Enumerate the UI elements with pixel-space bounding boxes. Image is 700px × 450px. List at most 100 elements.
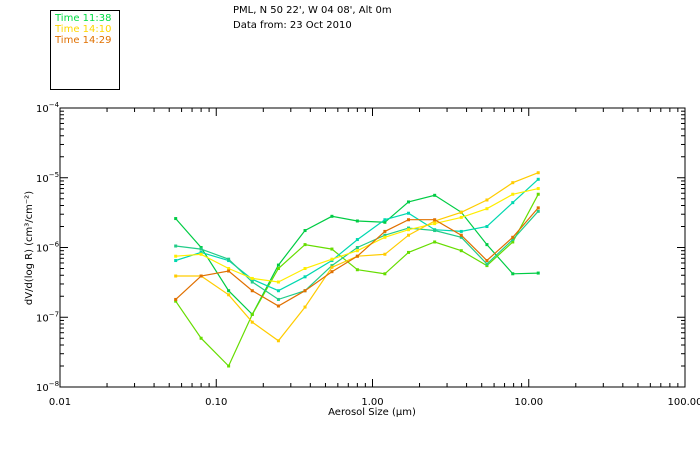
data-point [485, 243, 489, 247]
data-point [485, 207, 489, 211]
data-point [355, 268, 359, 272]
data-point [199, 247, 203, 251]
data-point [407, 211, 411, 215]
data-point [459, 210, 463, 214]
y-tick-mantissa: 10 [36, 174, 49, 185]
data-point [355, 219, 359, 223]
y-tick-mantissa: 10 [36, 244, 49, 255]
data-point [407, 218, 411, 222]
data-point [355, 254, 359, 258]
data-point [227, 289, 231, 293]
data-point [407, 233, 411, 237]
data-point [511, 238, 515, 242]
data-point [383, 235, 387, 239]
data-point [330, 257, 334, 261]
data-point [250, 312, 254, 316]
y-tick-exponent: −4 [49, 101, 60, 109]
y-tick-exponent: −8 [49, 380, 59, 388]
data-point [303, 289, 307, 293]
data-point [174, 297, 178, 301]
data-point [511, 272, 515, 276]
x-tick-label: 1.00 [361, 397, 383, 408]
data-point [407, 226, 411, 230]
data-point [433, 229, 437, 233]
data-point [459, 233, 463, 237]
data-point [383, 252, 387, 256]
data-point [536, 271, 540, 275]
data-point [511, 181, 515, 185]
data-point [174, 244, 178, 248]
data-point [511, 192, 515, 196]
data-point [227, 257, 231, 261]
chart-date: Data from: 23 Oct 2010 [233, 20, 352, 31]
data-point [355, 246, 359, 249]
data-point [199, 274, 203, 278]
chart-location: PML, N 50 22', W 04 08', Alt 0m [233, 5, 392, 16]
axis-ticks: 0.01 0.10 1.00 10.00 100.0010−410−510−610−71… [36, 101, 700, 408]
data-point [276, 304, 280, 308]
data-point [511, 235, 515, 239]
data-point [303, 275, 307, 279]
y-tick-exponent: −6 [49, 241, 60, 249]
x-tick-label: 10.00 [514, 397, 543, 408]
data-point [276, 339, 280, 343]
data-point [276, 297, 280, 301]
data-point [227, 269, 231, 273]
data-point [330, 214, 334, 218]
data-point [250, 276, 254, 280]
data-point [303, 266, 307, 270]
data-point [433, 193, 437, 197]
plot-frame [59, 107, 686, 388]
data-point [485, 259, 489, 263]
data-point [199, 250, 203, 254]
data-point [174, 259, 178, 263]
data-point [459, 235, 463, 239]
data-point [174, 217, 178, 221]
data-point [276, 263, 280, 267]
data-point [383, 218, 387, 222]
x-axis-label: Aerosol Size (μm) [328, 407, 416, 418]
data-point [485, 264, 489, 268]
data-point [227, 293, 231, 297]
y-tick-mantissa: 10 [36, 313, 49, 324]
legend-entry: Time 11:38 [55, 13, 112, 24]
data-point [276, 289, 280, 293]
data-point [433, 240, 437, 244]
data-point [303, 229, 307, 233]
data-point [227, 266, 231, 270]
data-point [303, 243, 307, 247]
data-point [199, 336, 203, 340]
data-point [174, 254, 178, 258]
data-point [511, 201, 515, 205]
data-point [407, 200, 411, 204]
data-point [330, 264, 334, 268]
y-tick-mantissa: 10 [36, 383, 49, 394]
data-point [407, 228, 411, 232]
data-point [174, 299, 178, 303]
data-point [536, 192, 540, 196]
data-point [250, 280, 254, 284]
x-tick-label: 0.01 [49, 397, 71, 408]
data-point [174, 274, 178, 278]
data-point [383, 220, 387, 224]
x-tick-label: 0.10 [205, 397, 227, 408]
data-point [330, 270, 334, 274]
legend-entry: Time 14:10 [55, 24, 112, 35]
data-point [250, 320, 254, 324]
y-tick-exponent: −5 [49, 171, 59, 179]
data-point [383, 233, 387, 237]
data-point [383, 272, 387, 276]
data-point [433, 218, 437, 222]
data-point [303, 305, 307, 309]
data-point [355, 249, 359, 253]
data-point [536, 171, 540, 175]
series-line-s3 [175, 178, 539, 292]
data-point [355, 238, 359, 242]
y-tick-label: 10−7 [36, 310, 59, 324]
data-point [511, 240, 515, 244]
y-tick-label: 10−8 [36, 380, 59, 394]
data-point [199, 252, 203, 256]
y-tick-label: 10−5 [36, 171, 59, 185]
data-point [536, 209, 540, 213]
